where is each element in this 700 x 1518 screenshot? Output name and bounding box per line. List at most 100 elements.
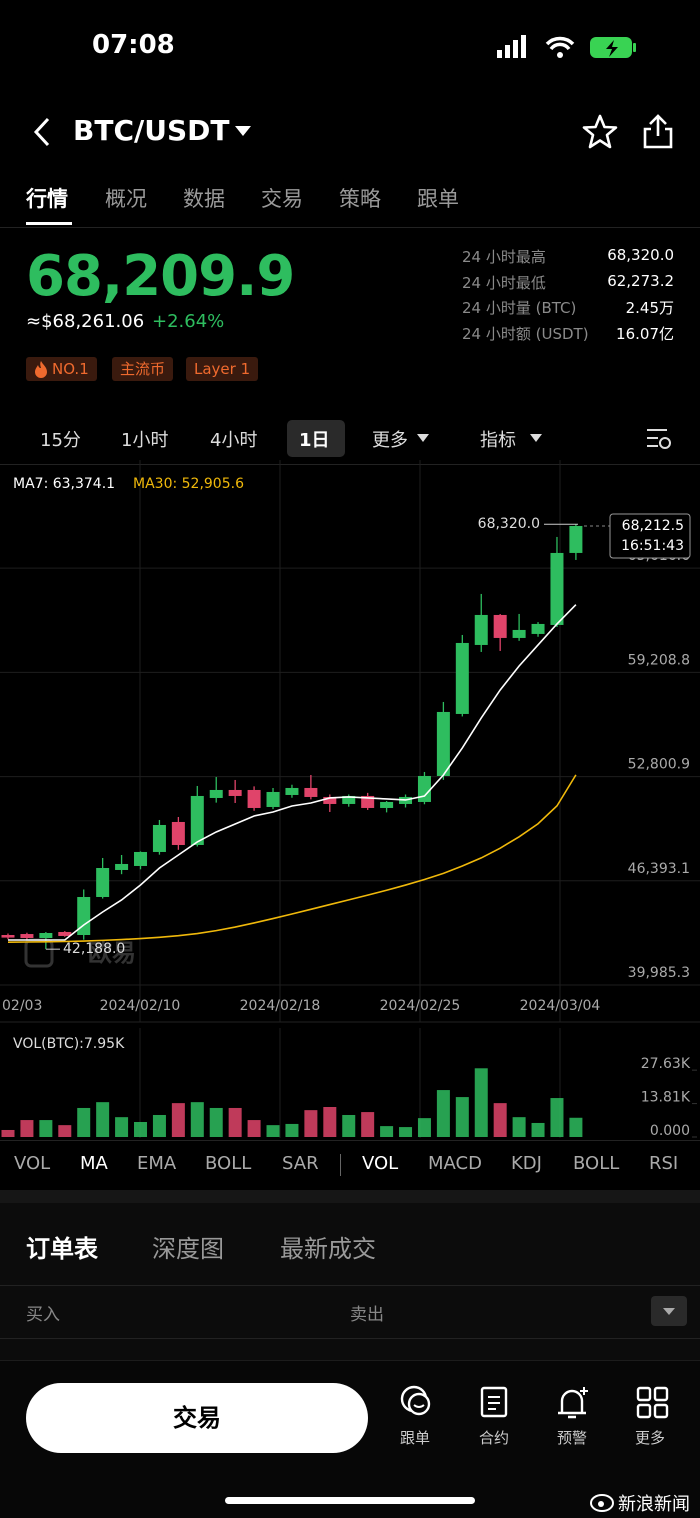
volume-bar (304, 1110, 318, 1137)
indicator-tab[interactable]: MA (80, 1153, 108, 1174)
volume-bar (474, 1068, 488, 1137)
indicator-tab[interactable]: RSI (649, 1153, 679, 1174)
volume-bar (342, 1114, 356, 1137)
action-label[interactable]: 合约 (479, 1429, 510, 1447)
action-label[interactable]: 跟单 (400, 1429, 431, 1447)
tab[interactable]: 概况 (105, 187, 147, 211)
interval[interactable]: 15分 (40, 430, 81, 451)
depth-dropdown[interactable] (651, 1296, 687, 1326)
x-tick-label: 2024/02/18 (240, 998, 321, 1014)
indicator-tab[interactable]: BOLL (573, 1153, 620, 1174)
candle-body (20, 934, 34, 938)
volume-bar (455, 1097, 469, 1137)
tab[interactable]: 交易 (261, 187, 303, 211)
legend-entry: MA30: 52,905.6 (133, 476, 244, 492)
flame-icon (35, 361, 47, 378)
volume-bar (380, 1126, 394, 1137)
x-tick-label: 2024/02/25 (380, 998, 461, 1014)
favorite-button[interactable] (582, 114, 618, 150)
column-header: 买入 (26, 1305, 60, 1325)
volume-bar (39, 1120, 53, 1137)
price-change: +2.64% (152, 311, 225, 332)
stat-label: 24 小时额 (USDT) (462, 325, 589, 343)
dropdown-icon (530, 434, 542, 442)
volume-bar (417, 1118, 431, 1137)
tag[interactable]: 主流币 (112, 357, 174, 381)
volume-tick-label: 0.000 (650, 1123, 690, 1139)
chart-settings[interactable] (645, 426, 673, 452)
pair-dropdown[interactable] (234, 124, 252, 138)
divider (0, 1140, 700, 1141)
candle-body (493, 614, 507, 638)
action-icons (400, 1385, 669, 1419)
volume-bar (209, 1107, 223, 1137)
indicator-tab[interactable]: SAR (282, 1153, 319, 1174)
action-label[interactable]: 预警 (557, 1429, 588, 1447)
candle-body (550, 552, 564, 625)
tab[interactable]: 跟单 (417, 187, 459, 211)
order-tab[interactable]: 深度图 (152, 1235, 224, 1263)
order-section (0, 1203, 700, 1360)
candle-body (58, 931, 72, 936)
volume-bar (152, 1114, 166, 1137)
candle-body (190, 795, 204, 845)
candle-body (39, 932, 53, 938)
tab[interactable]: 行情 (26, 187, 68, 211)
indicator-tab[interactable]: MACD (428, 1153, 482, 1174)
interval[interactable]: 4小时 (210, 430, 258, 451)
interval[interactable]: 更多 (372, 430, 408, 451)
volume-bar (20, 1120, 34, 1137)
volume-bar (569, 1117, 583, 1137)
y-tick-label: 59,208.8 (628, 652, 690, 668)
status-icons (497, 35, 636, 58)
watermark-logo (24, 938, 54, 968)
volume-bar (512, 1117, 526, 1137)
trade-button[interactable]: 交易 (26, 1383, 368, 1453)
legend-entry: MA7: 63,374.1 (13, 476, 115, 492)
tag[interactable]: Layer 1 (186, 357, 259, 381)
stat-label: 24 小时最低 (462, 274, 546, 292)
back-button[interactable] (30, 116, 54, 148)
x-tick-label: 2024/03/04 (520, 998, 601, 1014)
last-price: 68,209.9 (26, 244, 295, 309)
tab[interactable]: 数据 (183, 187, 225, 211)
divider (0, 1285, 700, 1286)
order-tab[interactable]: 订单表 (26, 1235, 98, 1263)
order-tab[interactable]: 最新成交 (280, 1235, 376, 1263)
last-price-box (609, 513, 691, 559)
ma-line (8, 604, 577, 941)
indicator-tab[interactable]: BOLL (205, 1153, 252, 1174)
candle-body (455, 642, 469, 714)
volume-bar (323, 1107, 337, 1137)
indicator-tab[interactable]: KDJ (511, 1153, 542, 1174)
x-tick-label: 02/03 (2, 998, 42, 1014)
separator (340, 1154, 341, 1176)
tab-underline (26, 222, 72, 225)
action-label[interactable]: 更多 (635, 1429, 666, 1447)
y-tick-label: 39,985.3 (628, 965, 690, 981)
indicator-tab[interactable]: EMA (137, 1153, 177, 1174)
indicator-tab[interactable]: VOL (362, 1153, 399, 1174)
volume-bar (58, 1125, 72, 1137)
candle-body (228, 789, 242, 796)
candle-body (380, 801, 394, 808)
candle-body (77, 896, 91, 935)
high-marker-label: 68,320.0 (478, 516, 540, 532)
candle-body (209, 789, 223, 798)
interval[interactable]: 1日 (299, 430, 330, 451)
volume-bar (266, 1125, 280, 1137)
interval[interactable]: 指标 (480, 430, 516, 451)
pair-title[interactable]: BTC/USDT (73, 114, 230, 147)
volume-bar (436, 1090, 450, 1137)
volume-bar (361, 1112, 375, 1137)
interval[interactable]: 1小时 (121, 430, 169, 451)
indicator-tab[interactable]: VOL (14, 1153, 51, 1174)
tab[interactable]: 策略 (339, 187, 381, 211)
volume-bar (77, 1107, 91, 1137)
share-button[interactable] (642, 114, 674, 150)
candle-body (417, 775, 431, 802)
candle-body (474, 614, 488, 645)
low-marker-label: 42,188.0 (63, 941, 125, 957)
volume-bar (228, 1107, 242, 1137)
